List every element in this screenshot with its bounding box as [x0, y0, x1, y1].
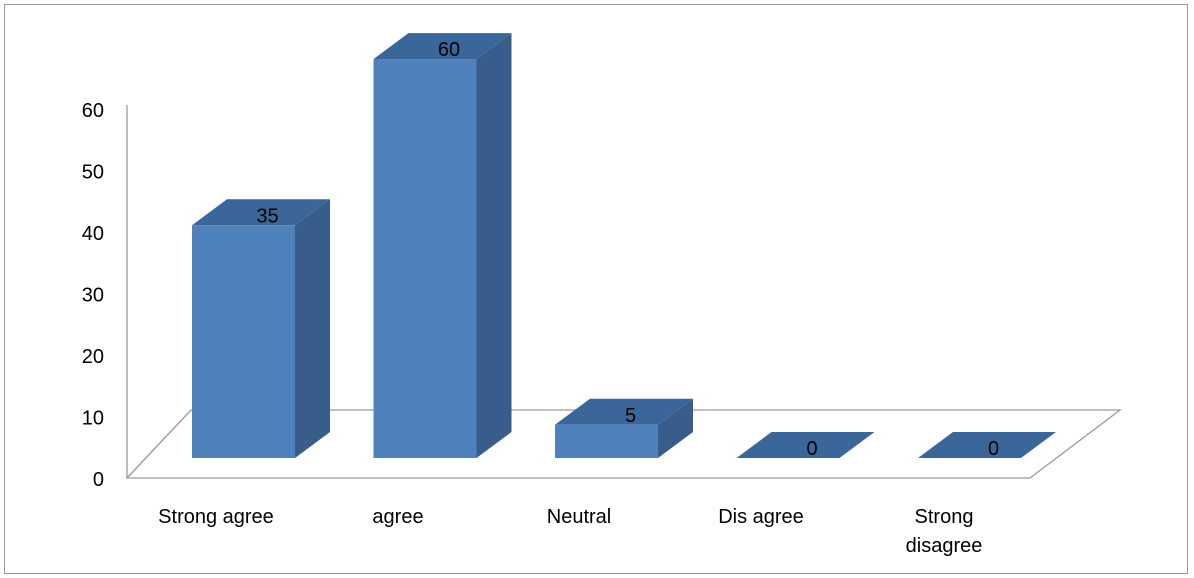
y-tick-label: 30: [82, 285, 104, 307]
data-label: 0: [988, 438, 999, 460]
y-tick-label: 0: [93, 469, 104, 491]
bar-side-face: [476, 33, 512, 458]
bar: [192, 199, 330, 458]
x-tick-label: agree: [372, 506, 423, 528]
bar-top-face: [192, 199, 330, 226]
y-tick-label: 40: [82, 223, 104, 245]
x-tick-label: Neutral: [547, 506, 611, 528]
bar-front-face: [373, 59, 477, 458]
data-label: 0: [806, 438, 817, 460]
y-tick-label: 50: [82, 162, 104, 184]
floor-plane: [125, 409, 1122, 479]
bar-front-face: [555, 424, 658, 458]
data-label: 5: [625, 405, 636, 427]
bar-top-face: [736, 432, 875, 458]
y-tick-label: 60: [82, 100, 104, 122]
y-tick-label: 10: [82, 408, 104, 430]
bar-top-face: [373, 33, 512, 60]
bar: [373, 33, 512, 458]
y-tick-label: 20: [82, 346, 104, 368]
bar-front-face: [192, 225, 295, 458]
data-label: 35: [256, 205, 278, 227]
bar: [555, 398, 693, 458]
bar-side-face: [658, 398, 693, 458]
bar-top-face: [918, 432, 1056, 458]
bar-side-face: [295, 199, 330, 458]
bars-layer: [192, 33, 1056, 458]
data-label: 60: [438, 39, 460, 61]
bar: [736, 432, 875, 458]
labels-layer: 35 60 5 0 0 Strong agree agree Neutral Dis agree…: [158, 39, 999, 557]
x-tick-label: Dis agree: [718, 506, 804, 528]
x-tick-label: Strong agree: [158, 506, 274, 528]
bar: [918, 432, 1056, 458]
x-tick-label: Strong: [915, 506, 974, 528]
bar-top-face: [555, 398, 693, 425]
x-tick-label: disagree: [906, 535, 983, 557]
